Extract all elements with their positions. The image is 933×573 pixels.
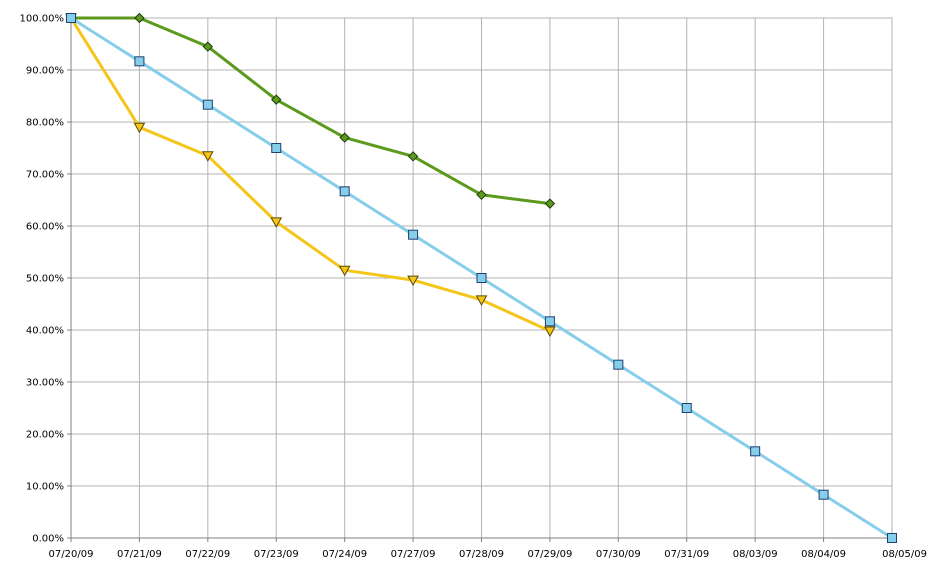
data-point-diamond <box>476 189 487 201</box>
data-point-triangle <box>544 326 556 338</box>
y-tick-label: 40.00% <box>26 326 64 337</box>
data-point-square <box>202 99 213 110</box>
x-tick-label: 07/27/09 <box>391 549 436 560</box>
x-axis-tick-labels: 07/20/09 07/21/09 07/22/09 07/23/09 07/24/09… <box>49 549 927 560</box>
y-tick-label: 0.00% <box>32 534 64 545</box>
y-tick-label: 10.00% <box>26 482 64 493</box>
data-point-square <box>613 359 624 370</box>
series-line <box>71 16 551 206</box>
data-point-square <box>339 186 350 197</box>
data-point-triangle <box>133 122 146 134</box>
x-tick-label: 08/05/09 <box>882 549 927 560</box>
x-tick-label: 07/22/09 <box>185 549 230 560</box>
data-point-diamond <box>271 94 282 105</box>
data-point-triangle <box>270 217 283 228</box>
data-point-triangle <box>407 275 419 287</box>
data-point-diamond <box>544 198 556 209</box>
x-tick-label: 08/03/09 <box>733 549 778 560</box>
y-tick-label: 100.00% <box>20 14 65 25</box>
data-point-square <box>681 403 692 413</box>
data-point-square <box>66 13 76 23</box>
x-tick-label: 07/23/09 <box>254 549 299 560</box>
series-1 <box>66 13 897 543</box>
data-point-diamond <box>339 132 350 143</box>
x-tick-label: 07/30/09 <box>596 549 641 560</box>
series-layer <box>65 12 897 543</box>
x-tick-label: 07/28/09 <box>459 549 504 560</box>
x-tick-label: 07/24/09 <box>322 549 367 560</box>
y-tick-label: 70.00% <box>26 170 64 181</box>
data-point-square <box>887 533 897 543</box>
data-point-square <box>544 316 555 327</box>
data-point-diamond <box>407 151 419 162</box>
data-point-diamond <box>202 41 214 52</box>
y-tick-label: 60.00% <box>26 222 64 233</box>
data-point-diamond <box>134 12 145 24</box>
data-point-square <box>271 143 282 153</box>
x-tick-label: 08/04/09 <box>801 549 846 560</box>
x-tick-label: 07/20/09 <box>49 549 94 560</box>
y-axis-tick-labels: 0.00% 10.00% 20.00% 30.00% 40.00% 50.00% 60.00… <box>20 14 65 545</box>
data-point-square <box>476 273 487 283</box>
x-tick-label: 07/21/09 <box>117 549 162 560</box>
series-line <box>69 17 551 333</box>
y-tick-label: 30.00% <box>26 378 64 389</box>
data-point-square <box>408 229 419 240</box>
data-point-square <box>134 56 145 67</box>
y-tick-label: 90.00% <box>26 66 64 77</box>
x-tick-label: 07/29/09 <box>527 549 572 560</box>
y-tick-label: 80.00% <box>26 118 64 129</box>
data-point-square <box>750 446 761 457</box>
data-point-triangle <box>475 295 488 306</box>
x-tick-label: 07/31/09 <box>664 549 709 560</box>
y-tick-label: 50.00% <box>26 274 64 285</box>
data-point-triangle <box>338 265 351 277</box>
data-point-triangle <box>201 151 214 162</box>
data-point-square <box>818 489 829 500</box>
y-tick-label: 20.00% <box>26 430 64 441</box>
